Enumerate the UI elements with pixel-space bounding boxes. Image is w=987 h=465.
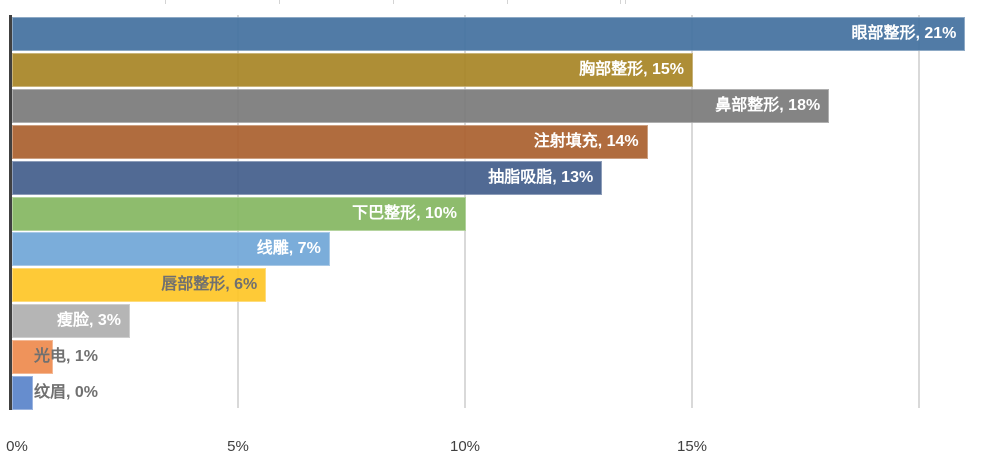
data-label: 线雕, 7% (256, 240, 321, 258)
top-edge-mark (279, 0, 280, 4)
data-label: 鼻部整形, 18% (715, 96, 821, 114)
x-tick-label: 5% (227, 438, 249, 455)
bar (12, 196, 466, 231)
bar (12, 268, 267, 303)
bar (12, 160, 603, 195)
gridline (691, 15, 693, 408)
bar (12, 88, 830, 123)
bar (12, 124, 648, 159)
data-label: 注射填充, 14% (533, 132, 639, 150)
top-edge-mark (620, 0, 621, 4)
x-tick-label: 0% (6, 438, 28, 455)
data-label: 纹眉, 0% (33, 384, 98, 401)
x-tick-label: 15% (676, 438, 708, 455)
bar (12, 17, 966, 51)
data-label: 眼部整形, 21% (851, 25, 957, 42)
bar (12, 232, 330, 267)
top-edge-mark (507, 0, 508, 4)
top-edge-mark (393, 0, 394, 4)
data-label: 瘦脸, 3% (57, 312, 122, 330)
top-edge-mark (625, 0, 626, 4)
data-label: 抽脂吸脂, 13% (488, 168, 594, 186)
data-label: 胸部整形, 15% (579, 60, 684, 78)
x-tick-label: 10% (449, 438, 481, 455)
gridline (918, 15, 920, 408)
data-label: 下巴整形, 10% (352, 204, 457, 222)
bar (12, 52, 693, 87)
bar (12, 304, 131, 339)
bar (12, 376, 33, 410)
data-label: 唇部整形, 6% (161, 276, 258, 294)
bar (12, 340, 53, 375)
data-label: 光电, 1% (33, 348, 98, 366)
y-axis-line (9, 15, 12, 410)
top-edge-mark (165, 0, 166, 4)
